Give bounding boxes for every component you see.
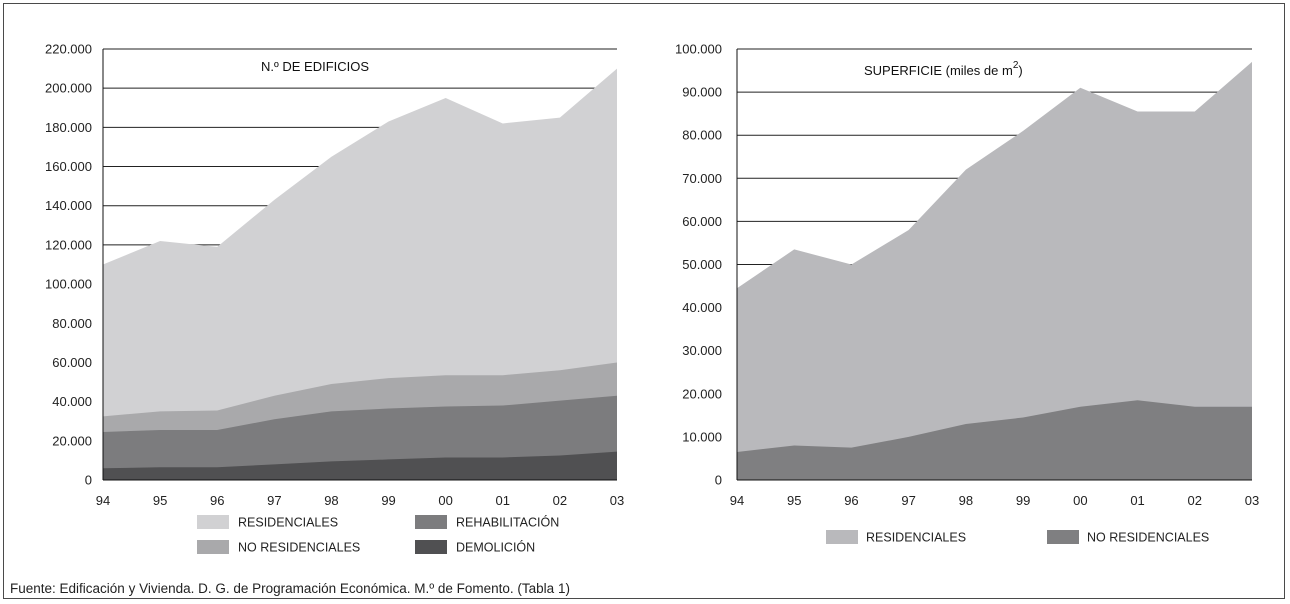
x-tick-label: 95 bbox=[153, 493, 167, 508]
x-tick-label: 96 bbox=[844, 493, 858, 508]
x-tick-label: 99 bbox=[1016, 493, 1030, 508]
legend-swatch-rehabilitacion bbox=[415, 515, 447, 529]
x-tick-label: 00 bbox=[438, 493, 452, 508]
y-tick-label: 160.000 bbox=[45, 159, 92, 174]
y-tick-label: 100.000 bbox=[45, 277, 92, 292]
y-tick-label: 0 bbox=[85, 473, 92, 488]
y-tick-label: 220.000 bbox=[45, 42, 92, 57]
y-tick-label: 120.000 bbox=[45, 237, 92, 252]
x-tick-label: 03 bbox=[610, 493, 624, 508]
y-tick-label: 10.000 bbox=[682, 429, 722, 444]
x-tick-label: 03 bbox=[1245, 493, 1259, 508]
figure-frame bbox=[3, 3, 1285, 599]
y-tick-label: 70.000 bbox=[682, 171, 722, 186]
legend-label-residenciales: RESIDENCIALES bbox=[866, 531, 966, 545]
y-tick-label: 40.000 bbox=[682, 300, 722, 315]
x-tick-label: 99 bbox=[381, 493, 395, 508]
x-tick-label: 97 bbox=[901, 493, 915, 508]
legend-label-no-residenciales: NO RESIDENCIALES bbox=[1087, 531, 1209, 545]
y-tick-label: 20.000 bbox=[682, 386, 722, 401]
y-tick-label: 50.000 bbox=[682, 257, 722, 272]
area-demolicion bbox=[103, 451, 617, 480]
legend-swatch-no-residenciales bbox=[1047, 530, 1079, 544]
x-tick-label: 97 bbox=[267, 493, 281, 508]
y-tick-label: 200.000 bbox=[45, 81, 92, 96]
legend-label-rehabilitacion: REHABILITACIÓN bbox=[456, 515, 559, 530]
x-tick-label: 02 bbox=[553, 493, 567, 508]
chart-2: 0 10.000 20.000 30.000 40.000 50.000 60.000 70.… bbox=[675, 42, 1259, 545]
chart-title: N.º DE EDIFICIOS bbox=[261, 59, 369, 74]
y-tick-label: 20.000 bbox=[52, 433, 92, 448]
y-tick-label: 60.000 bbox=[682, 214, 722, 229]
y-tick-label: 60.000 bbox=[52, 355, 92, 370]
chart-1: 0 20.000 40.000 60.000 80.000 100.000 120.000 1… bbox=[45, 42, 624, 555]
area-no-residenciales bbox=[737, 400, 1252, 480]
legend-swatch-residenciales bbox=[826, 530, 858, 544]
legend-swatch-demolicion bbox=[415, 540, 447, 554]
legend-label-demolicion: DEMOLICIÓN bbox=[456, 540, 535, 555]
x-tick-label: 01 bbox=[496, 493, 510, 508]
x-tick-label: 94 bbox=[96, 493, 110, 508]
legend-label-residenciales: RESIDENCIALES bbox=[238, 516, 338, 530]
y-tick-label: 90.000 bbox=[682, 85, 722, 100]
legend-label-no-residenciales: NO RESIDENCIALES bbox=[238, 541, 360, 555]
y-tick-label: 40.000 bbox=[52, 394, 92, 409]
y-tick-label: 0 bbox=[715, 473, 722, 488]
y-tick-label: 180.000 bbox=[45, 120, 92, 135]
x-tick-label: 94 bbox=[730, 493, 744, 508]
legend-swatch-residenciales bbox=[197, 515, 229, 529]
x-tick-label: 01 bbox=[1130, 493, 1144, 508]
y-tick-label: 30.000 bbox=[682, 343, 722, 358]
chart-title: SUPERFICIE (miles de m2) bbox=[864, 60, 1023, 78]
area-residenciales bbox=[737, 61, 1252, 481]
x-tick-label: 98 bbox=[959, 493, 973, 508]
x-tick-label: 02 bbox=[1188, 493, 1202, 508]
x-tick-label: 95 bbox=[787, 493, 801, 508]
legend-swatch-no-residenciales bbox=[197, 540, 229, 554]
x-tick-label: 96 bbox=[210, 493, 224, 508]
y-tick-label: 140.000 bbox=[45, 198, 92, 213]
x-tick-label: 00 bbox=[1073, 493, 1087, 508]
y-tick-label: 100.000 bbox=[675, 42, 722, 57]
y-tick-label: 80.000 bbox=[682, 128, 722, 143]
y-tick-label: 80.000 bbox=[52, 316, 92, 331]
x-tick-label: 98 bbox=[324, 493, 338, 508]
source-note: Fuente: Edificación y Vivienda. D. G. de… bbox=[10, 581, 570, 596]
